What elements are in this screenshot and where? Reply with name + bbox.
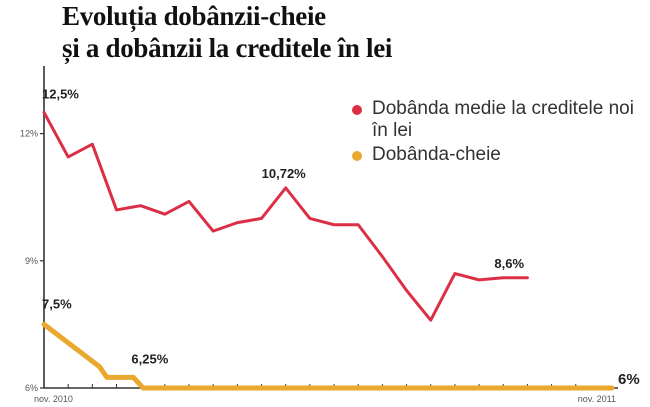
data-label: 10,72% — [262, 166, 307, 181]
y-tick-label: 6% — [25, 383, 38, 393]
x-tick-label-start: nov. 2010 — [34, 394, 73, 404]
data-label: 6% — [618, 371, 640, 388]
series-line-credit-rate — [42, 110, 529, 322]
series-line-key-rate — [41, 321, 615, 391]
chart-title-line-2: și a dobânzii la creditele în lei — [62, 33, 393, 63]
chart-title-line-1: Evoluția dobânzii-cheie — [62, 1, 326, 31]
legend-label-credit-rate: Dobânda medie la creditele noi în lei — [372, 98, 634, 141]
data-label: 6,25% — [131, 351, 168, 366]
data-label: 12,5% — [42, 86, 79, 101]
chart-legend: Dobânda medie la creditele noi în lei Do… — [352, 98, 650, 168]
legend-label-key-rate: Dobânda-cheie — [372, 144, 501, 165]
x-tick-label-end: nov. 2011 — [578, 394, 616, 404]
data-label: 8,6% — [494, 256, 524, 271]
legend-item-key-rate: Dobânda-cheie — [352, 144, 650, 166]
legend-swatch-credit-rate — [352, 105, 362, 115]
legend-swatch-key-rate — [352, 151, 362, 161]
y-tick-label: 12% — [20, 129, 38, 139]
chart-title: Evoluția dobânzii-cheie și a dobânzii la… — [62, 0, 392, 64]
y-tick-label: 9% — [25, 256, 38, 266]
data-label: 7,5% — [42, 296, 72, 311]
legend-item-credit-rate: Dobânda medie la creditele noi în lei — [352, 98, 650, 142]
